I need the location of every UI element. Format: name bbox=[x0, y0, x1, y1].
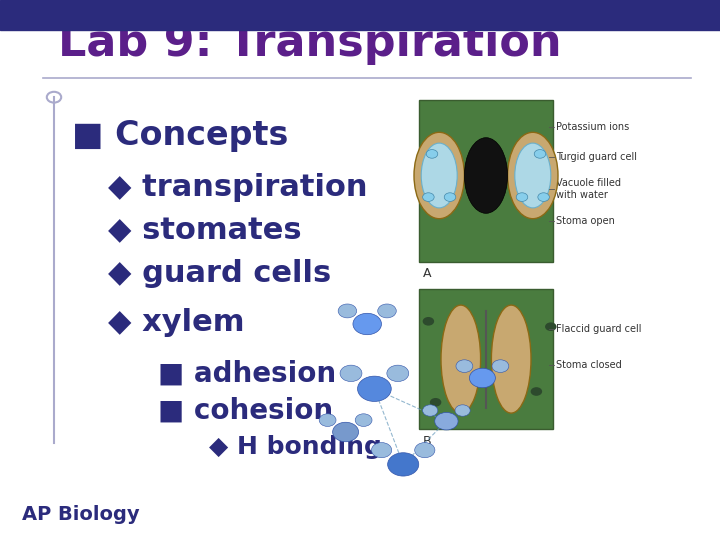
Text: ◆ guard cells: ◆ guard cells bbox=[108, 259, 331, 288]
Text: ■ cohesion: ■ cohesion bbox=[158, 397, 333, 425]
Circle shape bbox=[319, 414, 336, 427]
Text: B: B bbox=[423, 435, 431, 448]
Circle shape bbox=[545, 322, 557, 331]
Text: Turgid guard cell: Turgid guard cell bbox=[557, 152, 637, 161]
Circle shape bbox=[387, 453, 419, 476]
Bar bbox=[419, 100, 553, 262]
Text: Stoma open: Stoma open bbox=[557, 217, 615, 226]
Circle shape bbox=[516, 193, 528, 201]
Text: ◆ stomates: ◆ stomates bbox=[108, 216, 302, 245]
Circle shape bbox=[358, 376, 391, 401]
Text: Lab 9: Transpiration: Lab 9: Transpiration bbox=[58, 22, 561, 65]
Text: ■ Concepts: ■ Concepts bbox=[72, 119, 289, 152]
Text: Stoma closed: Stoma closed bbox=[557, 360, 622, 369]
Circle shape bbox=[333, 422, 359, 442]
Circle shape bbox=[340, 365, 362, 382]
Text: Vacuole filled
with water: Vacuole filled with water bbox=[557, 178, 621, 200]
Circle shape bbox=[355, 414, 372, 427]
Text: ■ adhesion: ■ adhesion bbox=[158, 359, 336, 387]
Circle shape bbox=[492, 360, 509, 373]
Circle shape bbox=[423, 317, 434, 326]
Circle shape bbox=[534, 150, 546, 158]
Circle shape bbox=[378, 304, 396, 318]
Circle shape bbox=[415, 443, 435, 458]
Text: ◆ H bonding: ◆ H bonding bbox=[209, 435, 382, 458]
Text: A: A bbox=[423, 267, 431, 280]
Circle shape bbox=[538, 193, 549, 201]
Circle shape bbox=[338, 304, 356, 318]
Ellipse shape bbox=[441, 305, 481, 413]
Ellipse shape bbox=[414, 132, 464, 219]
Circle shape bbox=[423, 405, 438, 416]
Ellipse shape bbox=[421, 143, 457, 208]
Text: Flaccid guard cell: Flaccid guard cell bbox=[557, 325, 642, 334]
Circle shape bbox=[444, 193, 456, 201]
Circle shape bbox=[469, 368, 495, 388]
Circle shape bbox=[387, 365, 409, 382]
Circle shape bbox=[456, 360, 473, 373]
Ellipse shape bbox=[508, 132, 558, 219]
Circle shape bbox=[455, 405, 470, 416]
Text: Potassium ions: Potassium ions bbox=[557, 122, 629, 132]
Circle shape bbox=[531, 387, 542, 396]
Circle shape bbox=[435, 413, 458, 430]
Ellipse shape bbox=[464, 138, 508, 213]
Text: ◆ transpiration: ◆ transpiration bbox=[108, 173, 367, 202]
Circle shape bbox=[372, 443, 392, 458]
Ellipse shape bbox=[515, 143, 551, 208]
Circle shape bbox=[430, 398, 441, 407]
Bar bbox=[419, 289, 553, 429]
Circle shape bbox=[423, 193, 434, 201]
Ellipse shape bbox=[492, 305, 531, 413]
Circle shape bbox=[353, 313, 382, 335]
Text: ◆ xylem: ◆ xylem bbox=[108, 308, 245, 337]
Bar bbox=[0, 0, 720, 30]
Text: AP Biology: AP Biology bbox=[22, 505, 139, 524]
Circle shape bbox=[426, 150, 438, 158]
